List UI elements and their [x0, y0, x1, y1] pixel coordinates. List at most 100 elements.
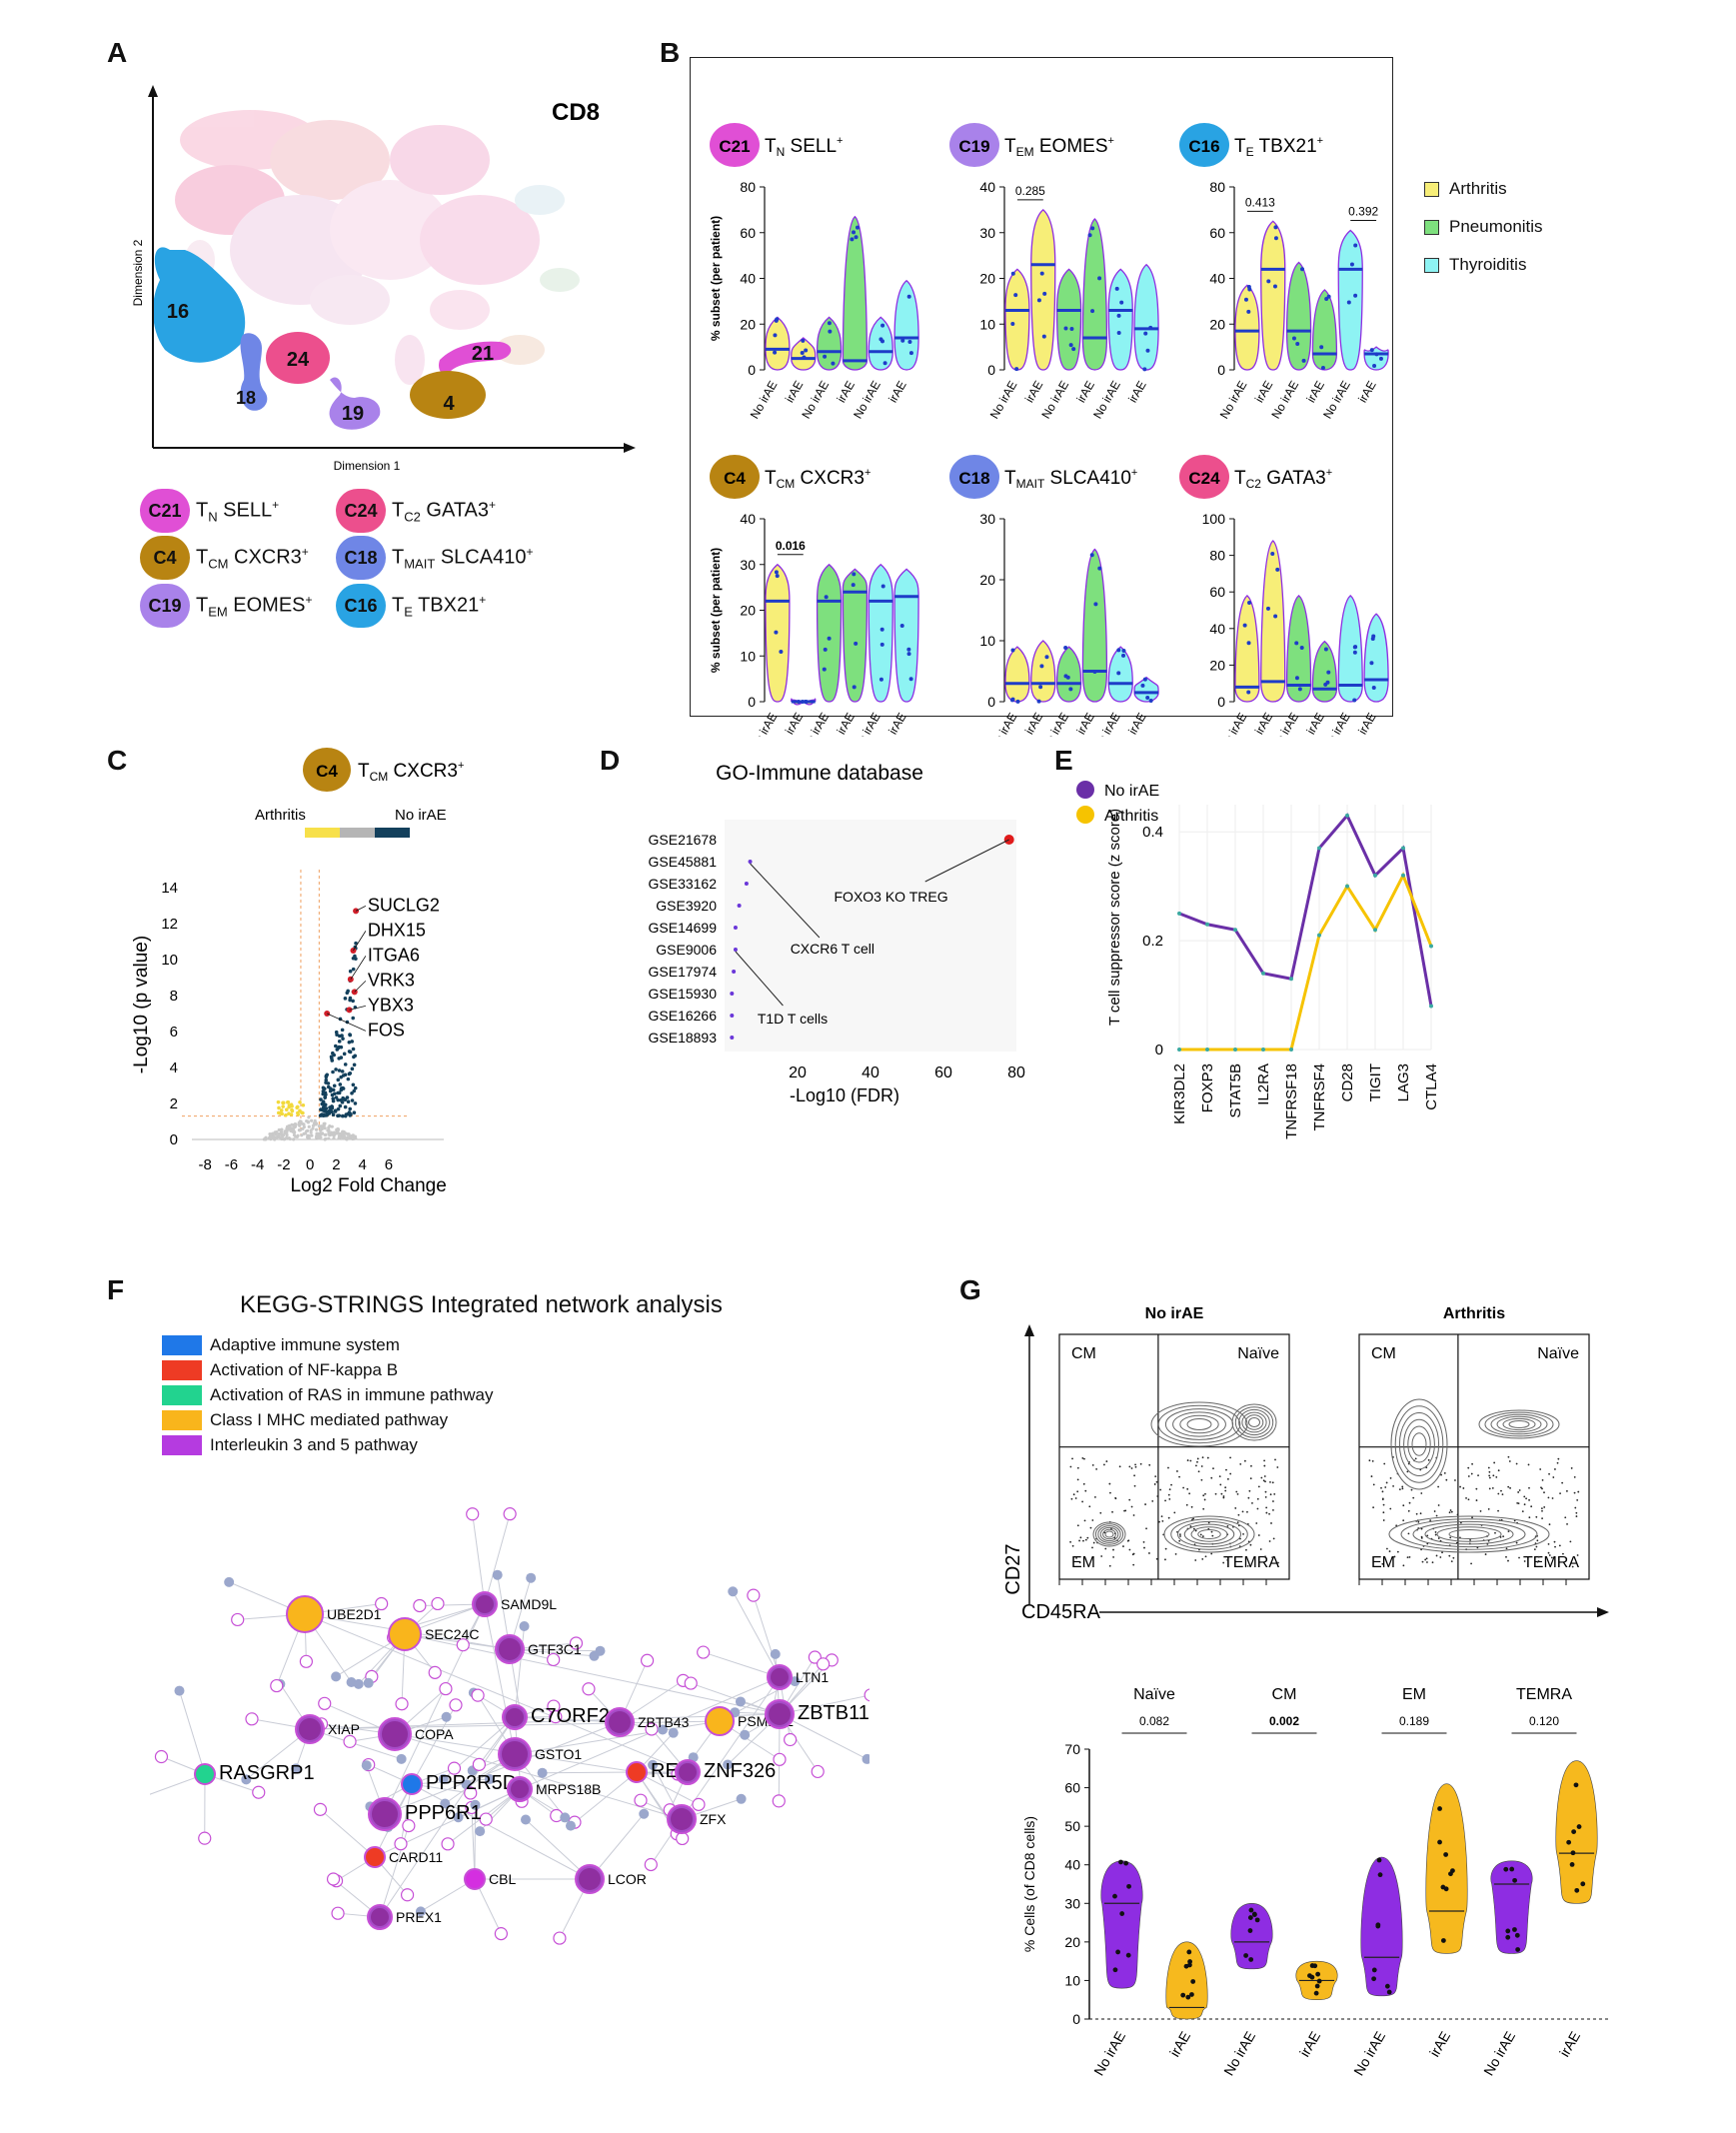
data-point	[1119, 300, 1124, 305]
ns-point	[271, 1131, 275, 1135]
contour	[1186, 1418, 1212, 1430]
ns-point	[294, 1134, 298, 1138]
network-node-ring	[402, 1819, 416, 1833]
event-dot	[1488, 1487, 1491, 1490]
network-label: ZFX	[700, 1811, 727, 1827]
ns-point	[326, 1128, 330, 1132]
ns-point	[338, 1132, 342, 1136]
data-point	[1371, 1976, 1377, 1982]
event-dot	[1243, 1459, 1246, 1462]
violin-0	[1234, 284, 1260, 371]
event-dot	[1083, 1457, 1085, 1460]
y-tick-label: 30	[1064, 1895, 1080, 1911]
network-node-psmd12	[705, 1706, 735, 1736]
event-dot	[1246, 1510, 1248, 1513]
violin-plot-c4: C4 TCM CXCR3+ 0 10 20 30 40 % subset (per patie…	[709, 455, 919, 737]
quadrant-label: Naïve	[1537, 1345, 1579, 1362]
data-point	[1243, 1953, 1249, 1958]
panel-label-b: B	[660, 37, 681, 68]
network-edge	[542, 1771, 638, 1774]
event-dot	[1168, 1497, 1171, 1500]
data-point	[906, 647, 911, 652]
data-point	[1118, 1859, 1123, 1865]
noirae-point	[338, 1082, 343, 1086]
x-tick-label: No irAE	[1217, 379, 1250, 422]
violin-3	[1081, 548, 1108, 703]
y-tick-label: 30	[979, 511, 995, 527]
data-point	[1443, 1852, 1449, 1857]
y-tick-label: 10	[1064, 1972, 1080, 1988]
event-dot	[1462, 1487, 1465, 1489]
noirae-point	[346, 1099, 351, 1104]
data-point	[733, 926, 738, 930]
violin-title: TC2 GATA3+	[1234, 467, 1332, 491]
panel-c-volcano: C4 TCM CXCR3+ Arthritis No irAE -8 -6 -4 -2 0 2 4 6…	[131, 748, 464, 1196]
ns-point	[323, 1132, 327, 1137]
noirae-point	[337, 1068, 342, 1072]
violin-3	[1311, 640, 1338, 703]
legend-badge: C4	[140, 536, 190, 580]
data-point	[1092, 669, 1097, 674]
contour	[1411, 1432, 1427, 1456]
event-dot	[1226, 1558, 1229, 1561]
quadrant-label: CM	[1071, 1345, 1096, 1362]
violin-3	[1081, 218, 1108, 371]
event-dot	[1516, 1501, 1519, 1504]
ns-point	[288, 1127, 292, 1131]
network-node-ring	[697, 1645, 711, 1659]
network-node-core	[679, 1763, 697, 1781]
network-node-core	[476, 1595, 494, 1613]
data-point	[1112, 1967, 1118, 1973]
data-point	[797, 700, 802, 704]
event-dot	[1575, 1515, 1578, 1517]
network-node-small	[735, 1696, 746, 1707]
event-dot	[1402, 1504, 1405, 1507]
network-node-ring	[547, 1652, 561, 1667]
network-label: ZBTB11	[798, 1702, 869, 1724]
y-tick-label: 70	[1064, 1741, 1080, 1757]
event-dot	[1559, 1492, 1561, 1494]
event-dot	[1074, 1497, 1077, 1499]
ns-point	[307, 1135, 311, 1140]
category-label: GSE17974	[649, 964, 718, 980]
event-dot	[1573, 1491, 1576, 1494]
data-point	[1570, 1850, 1576, 1856]
network-node-ring	[684, 1676, 698, 1690]
network-node-ring	[313, 1802, 328, 1816]
y-tick-label: 0	[1217, 362, 1225, 378]
event-dot	[1396, 1550, 1399, 1553]
x-tick-label: irAE	[1022, 379, 1045, 406]
event-dot	[1406, 1470, 1409, 1473]
noirae-point	[352, 1088, 357, 1093]
legend-item-c16: C16 TE TBX21+	[336, 584, 486, 628]
data-point	[1440, 1938, 1446, 1943]
noirae-point	[340, 1113, 345, 1118]
event-dot	[1507, 1559, 1509, 1562]
legend-thyroiditis: Thyroiditis	[1424, 246, 1543, 284]
event-dot	[1164, 1547, 1167, 1550]
event-dot	[1249, 1543, 1252, 1546]
plot-bg	[725, 820, 1016, 1052]
ns-point	[279, 1136, 284, 1140]
violin-6	[1490, 1860, 1533, 1954]
event-dot	[1159, 1488, 1162, 1491]
network-legend-item: Class I MHC mediated pathway	[162, 1407, 493, 1432]
data-point	[801, 338, 806, 343]
x-tick-label: 4	[358, 1156, 366, 1173]
data-point	[1145, 695, 1150, 700]
ns-point	[315, 1131, 319, 1135]
data-point	[907, 339, 912, 344]
event-dot	[1132, 1514, 1135, 1516]
network-node-ring	[676, 1831, 690, 1846]
noirae-point	[352, 1063, 357, 1067]
event-dot	[1201, 1456, 1204, 1459]
data-point	[1038, 685, 1043, 690]
ns-point	[311, 1123, 316, 1127]
series-point	[1373, 873, 1377, 878]
network-node-small	[241, 1774, 252, 1785]
network-node-core	[299, 1718, 321, 1740]
event-dot	[1251, 1501, 1253, 1504]
violin-plot-c21: C21 TN SELL+ 0 20 40 60 80 % subset (per patien…	[709, 123, 919, 421]
event-dot	[1148, 1463, 1151, 1466]
network-label: C7ORF26	[531, 1705, 621, 1727]
